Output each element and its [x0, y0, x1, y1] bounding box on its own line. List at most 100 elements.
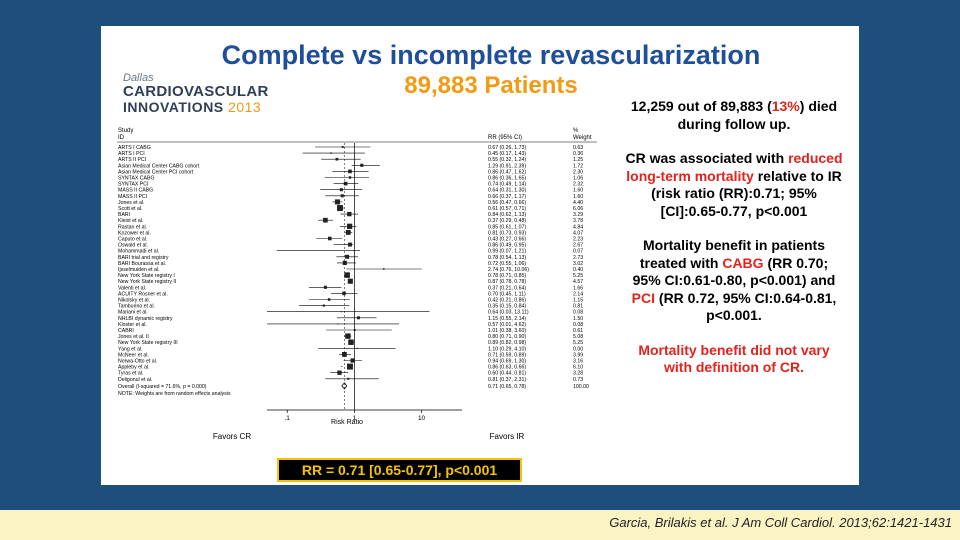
x-tick-label: .1 — [285, 415, 291, 422]
study-ci-text: 0.86 (0.36, 1.65) — [488, 176, 526, 182]
study-ci-text: 0.37 (0.21, 0.64) — [488, 285, 526, 291]
study-label: ARTS II PCI — [118, 157, 146, 163]
study-weight-text: 5.25 — [573, 273, 583, 279]
findings-text: 12,259 out of 89,883 (13%) died during f… — [625, 98, 843, 394]
study-weight-text: 0.63 — [573, 145, 583, 151]
col-header-weight-pct: % — [573, 128, 579, 134]
study-point-estimate — [342, 291, 346, 296]
study-weight-text: 2.14 — [573, 291, 583, 297]
study-label: Appleby et al. — [118, 365, 149, 371]
study-ci-text: 0.94 (0.69, 1.30) — [488, 359, 526, 365]
study-weight-text: 3.29 — [573, 212, 583, 218]
study-ci-text: 1.10 (0.29, 4.10) — [488, 346, 526, 352]
finding-deaths: 12,259 out of 89,883 (13%) died during f… — [625, 98, 843, 133]
study-label: CABRI — [118, 328, 134, 334]
logo-innovations-text: INNOVATIONS — [123, 99, 224, 115]
study-point-estimate — [343, 181, 348, 186]
study-weight-text: 1.66 — [573, 285, 583, 291]
study-label: Kloster et al. — [118, 322, 147, 328]
study-weight-text: 2.32 — [573, 182, 583, 188]
study-weight-text: 0.73 — [573, 377, 583, 383]
study-point-estimate — [360, 163, 364, 167]
study-point-estimate — [323, 285, 327, 289]
study-label: MASS II CABG — [118, 188, 153, 194]
study-ci-text: 0.87 (0.78, 0.78) — [488, 279, 526, 285]
study-point-estimate — [350, 358, 355, 363]
study-point-estimate — [341, 146, 344, 148]
study-weight-text: 4.07 — [573, 230, 583, 236]
study-ci-text: 0.64 (0.31, 1.30) — [488, 188, 526, 194]
study-ci-text: 0.42 (0.21, 0.86) — [488, 298, 526, 304]
study-point-estimate — [327, 236, 332, 241]
study-weight-text: 3.78 — [573, 218, 583, 224]
finding-deaths-a: 12,259 out of 89,883 ( — [630, 98, 772, 114]
study-label: Norwa-Otto et al. — [118, 359, 157, 365]
study-ci-text: 0.80 (0.71, 0.90) — [488, 334, 526, 340]
study-point-estimate — [323, 217, 328, 223]
study-ci-text: 0.72 (0.55, 1.06) — [488, 261, 526, 267]
study-ci-text: 0.35 (0.15, 0.84) — [488, 304, 526, 310]
pooled-diamond — [341, 382, 348, 390]
study-weight-text: 0.00 — [573, 346, 583, 352]
study-rows: ARTS I CABG 0.67 (0.26, 1.73) 0.63 ARTS I P… — [118, 145, 589, 397]
study-label: McNeer et al. — [118, 352, 149, 358]
study-label: SYNTAX PCI — [118, 182, 148, 188]
study-point-estimate — [342, 352, 347, 357]
finding-benefit-e: (RR 0.72, 95% CI:0.64-0.81, p<0.001. — [655, 289, 837, 324]
study-label: Deligonul et al. — [118, 377, 152, 383]
study-weight-text: 0.40 — [573, 267, 583, 273]
study-point-estimate — [337, 370, 342, 375]
study-weight-text: 1.25 — [573, 157, 583, 163]
study-label: MASS II PCI — [118, 194, 147, 200]
study-label: New York State registry I — [118, 273, 175, 279]
study-weight-text: 2.23 — [573, 237, 583, 243]
study-label: Nikolsky et al. — [118, 298, 150, 304]
axis-label: Risk Ratio — [331, 419, 363, 426]
study-point-estimate — [383, 268, 385, 270]
study-ci-text: 0.81 (0.37, 2.31) — [488, 377, 526, 383]
study-point-estimate — [327, 298, 331, 301]
study-ci-text: 0.99 (0.07, 1.21) — [488, 249, 526, 255]
study-point-estimate — [339, 188, 343, 192]
study-label: BARI trial and registry — [118, 255, 169, 261]
finding-deaths-c: ) died during follow up. — [677, 98, 838, 132]
study-ci-text: 0.70 (0.45, 1.11) — [488, 291, 526, 297]
pooled-ci-text: 0.71 (0.65, 0.78) — [488, 384, 526, 390]
study-ci-text: 0.67 (0.26, 1.73) — [488, 145, 526, 151]
study-label: Rastan et al. — [118, 224, 147, 230]
risk-ratio-axis: .1 1 10 — [267, 143, 462, 422]
study-ci-text: 0.64 (0.03, 13.11) — [488, 310, 529, 316]
study-ci-text: 0.37 (0.29, 0.48) — [488, 218, 526, 224]
study-label: Tyras et al. — [118, 371, 143, 377]
logo-line-dallas: Dallas — [123, 72, 154, 84]
study-label: BARI Bourassa et al. — [118, 261, 166, 267]
study-point-estimate — [356, 347, 358, 349]
study-weight-text: 1.06 — [573, 176, 583, 182]
study-label: New York State registry II — [118, 279, 176, 285]
study-point-estimate — [322, 304, 325, 307]
forest-plot: Study ID RR (95% CI) % Weight ARTS I CAB… — [117, 128, 597, 441]
study-label: ARTS I CABG — [118, 145, 151, 151]
study-weight-text: 2.73 — [573, 255, 583, 261]
study-point-estimate — [345, 333, 351, 339]
x-tick-label: 1 — [353, 415, 357, 422]
study-label: Asian Medical Center CABG cohort — [118, 163, 200, 169]
content-panel: Complete vs incomplete revascularization… — [101, 26, 859, 485]
study-weight-text: 1.60 — [573, 194, 583, 200]
logo-line-innovations: INNOVATIONS 2013 — [123, 100, 263, 115]
col-header-weight: Weight — [573, 135, 592, 141]
col-header-rr: RR (95% CI) — [488, 135, 522, 141]
finding-mortality: CR was associated with reduced long-term… — [625, 150, 843, 220]
study-weight-text: 2.30 — [573, 169, 583, 175]
citation-bar: Garcia, Brilakis et al. J Am Coll Cardio… — [0, 510, 960, 540]
study-point-estimate — [347, 377, 350, 380]
pooled-weight-text: 100.00 — [573, 384, 589, 390]
study-ci-text: 2.74 (0.76, 10.06) — [488, 267, 529, 273]
finding-mortality-highlight: reduced long-term mortality — [626, 150, 843, 184]
study-ci-text: 0.81 (0.73, 0.93) — [488, 230, 526, 236]
study-point-estimate — [345, 254, 350, 259]
study-label: New York State registry III — [118, 340, 178, 346]
study-point-estimate — [348, 169, 352, 174]
study-point-estimate — [344, 272, 350, 278]
study-label: Valenti et al. — [118, 285, 146, 291]
